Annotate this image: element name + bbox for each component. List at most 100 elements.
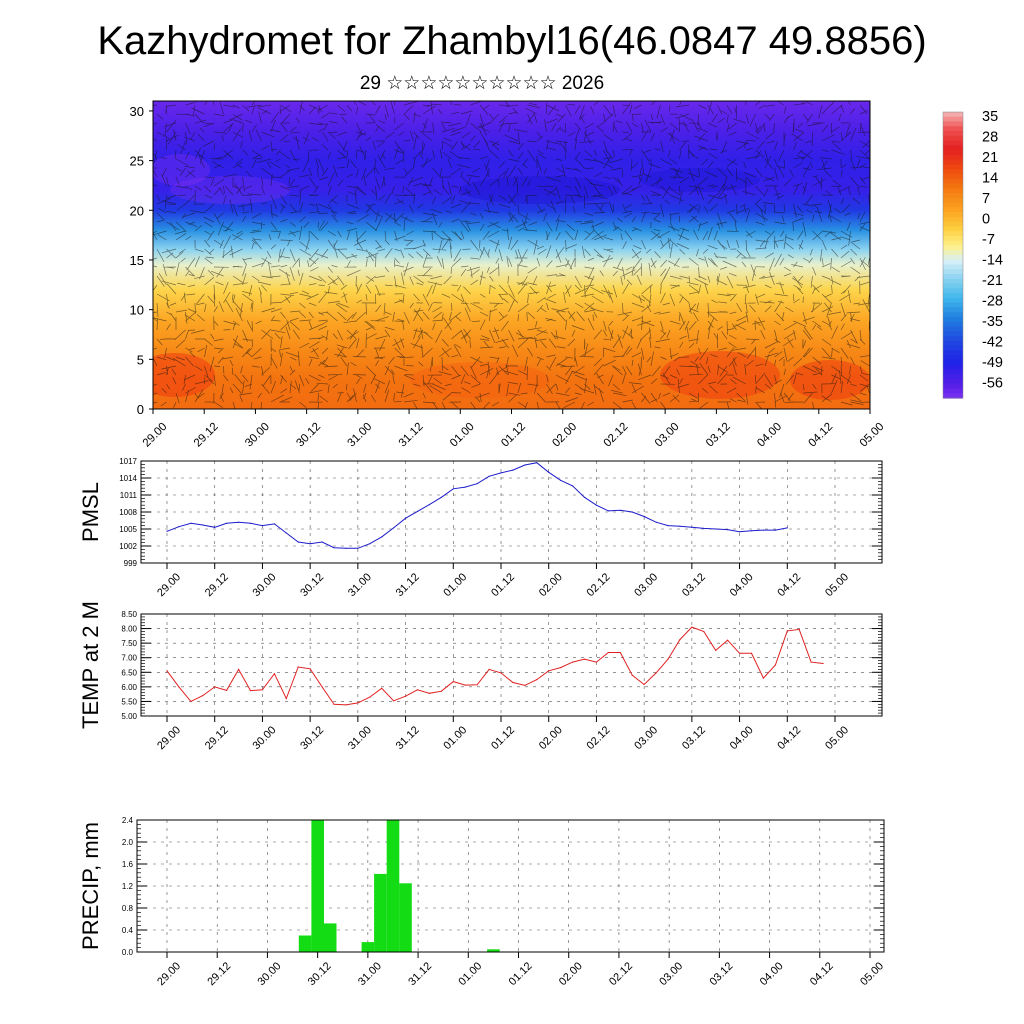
wind-barb [427, 281, 443, 286]
wind-barb [463, 286, 471, 295]
wind-barb [622, 345, 630, 358]
wind-barb [340, 284, 348, 290]
wind-barb [471, 383, 481, 388]
colorbar-label: 28 [982, 130, 998, 146]
temp2m-point [440, 690, 442, 692]
wind-barb [272, 320, 281, 322]
wind-barb [688, 400, 696, 403]
wind-barb [529, 102, 538, 106]
wind-barb [346, 149, 349, 157]
wind-barb [270, 194, 277, 209]
wind-barb [458, 157, 471, 160]
wind-barb [549, 356, 557, 369]
wind-barb [857, 212, 861, 220]
wind-barb [354, 186, 367, 196]
wind-barb [593, 229, 604, 241]
wind-barb [622, 373, 626, 385]
wind-barb [242, 122, 244, 133]
wind-barb [488, 149, 500, 160]
wind-barb [270, 212, 279, 217]
wind-barb [536, 170, 540, 178]
wind-barb [482, 230, 490, 241]
wind-barb [679, 113, 692, 121]
wind-barb [662, 185, 671, 199]
wind-barb [571, 329, 576, 337]
wind-barb [631, 302, 645, 308]
wind-barb [669, 187, 680, 196]
wind-barb [694, 356, 699, 362]
wind-barb [438, 221, 443, 228]
temp2m-point [774, 664, 777, 666]
wind-barb [219, 102, 224, 115]
wind-barb [859, 281, 870, 286]
wind-barb [859, 185, 867, 188]
wind-barb [716, 133, 718, 142]
wind-barb [346, 362, 349, 376]
wind-barb [844, 212, 851, 216]
wind-barb [462, 248, 471, 250]
wind-barb [717, 167, 728, 179]
wind-barb [441, 230, 453, 242]
wind-barb [536, 245, 545, 250]
y-tick-label: 0.8 [122, 904, 134, 913]
wind-barb [204, 374, 213, 382]
wind-barb [620, 275, 623, 286]
wind-barb [280, 203, 286, 209]
wind-barb [869, 338, 870, 340]
wind-barb [811, 131, 813, 146]
wind-barb [645, 194, 652, 205]
wind-barb [457, 164, 471, 169]
wind-barb [503, 167, 509, 179]
pmsl-point [548, 471, 550, 473]
wind-barb [593, 172, 603, 178]
wind-barb [498, 383, 501, 394]
wind-barb [166, 356, 176, 361]
wind-barb [430, 208, 443, 214]
wind-barb [447, 180, 452, 196]
wind-barb [432, 282, 437, 295]
wind-barb [517, 227, 525, 232]
wind-barb [793, 118, 795, 133]
wind-barb [654, 346, 661, 349]
wind-barb [187, 284, 196, 288]
wind-barb [812, 373, 820, 376]
wind-barb [555, 219, 560, 232]
wind-barb [441, 141, 444, 151]
wind-barb [479, 156, 488, 160]
wind-barb [232, 293, 234, 301]
wind-barb [579, 140, 595, 144]
wind-barb [709, 385, 718, 394]
wind-barb [492, 401, 500, 407]
wind-barb [441, 356, 443, 371]
wind-barb [774, 300, 783, 313]
wind-barb [574, 122, 582, 131]
wind-barb [783, 134, 786, 142]
wind-barb [650, 113, 654, 120]
x-tick-label: 02.00 [537, 571, 565, 599]
wind-barb [489, 329, 496, 344]
pmsl-point [643, 515, 645, 518]
pmsl-point [560, 479, 562, 481]
wind-barb [354, 189, 357, 205]
wind-barb [240, 365, 243, 374]
wind-barb [769, 271, 775, 286]
wind-barb [745, 302, 748, 313]
wind-barb [299, 319, 312, 322]
wind-barb [442, 392, 452, 401]
wind-barb [504, 101, 509, 106]
wind-barb [194, 380, 209, 385]
wind-barb [800, 150, 813, 160]
wind-barb [779, 257, 785, 266]
wind-barb [839, 370, 842, 385]
temp2m-point [595, 661, 598, 663]
wind-barb [765, 131, 775, 140]
wind-barb [824, 302, 832, 313]
wind-barb [859, 104, 868, 115]
wind-barb [622, 302, 624, 313]
wind-barb [809, 161, 813, 169]
wind-barb [174, 230, 186, 235]
wind-barb [798, 239, 804, 250]
wind-barb [232, 322, 236, 331]
wind-barb [498, 346, 506, 349]
